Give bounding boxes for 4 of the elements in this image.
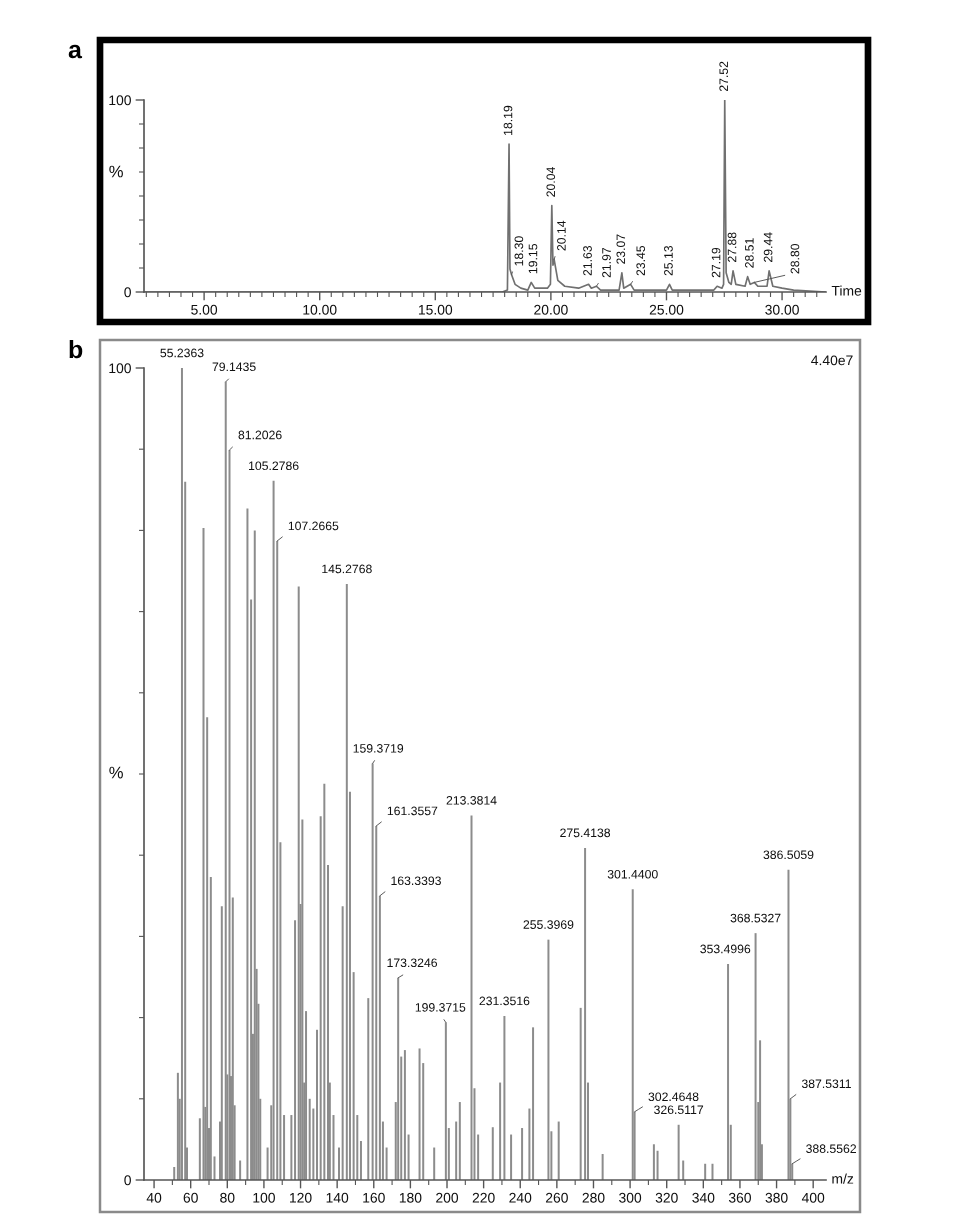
chart-title: a <box>68 44 83 59</box>
y-axis-title: % <box>109 766 123 779</box>
chart-title: b <box>69 340 83 359</box>
y-axis-title: % <box>109 165 123 178</box>
